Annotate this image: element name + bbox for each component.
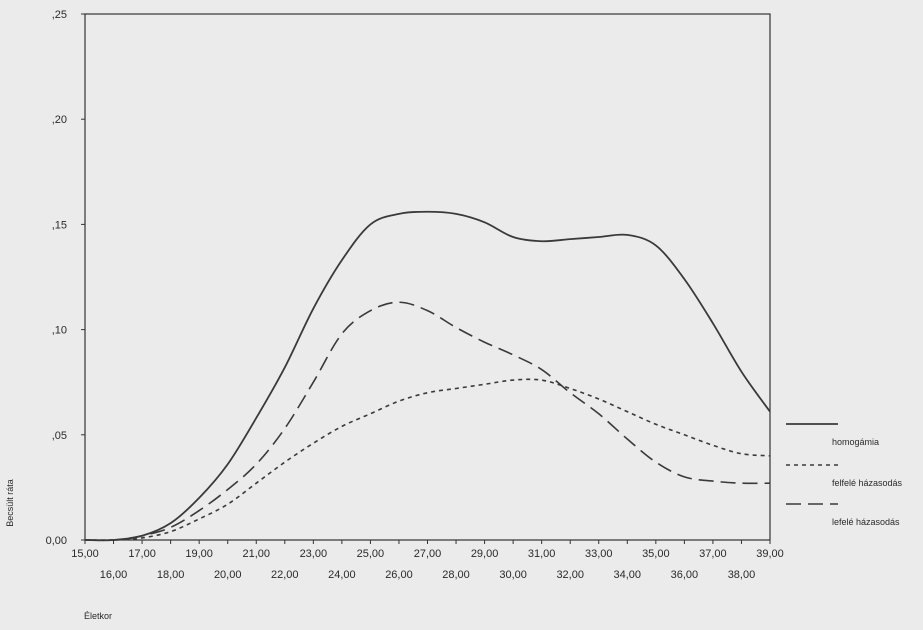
legend-label: lefelé házasodás — [832, 517, 900, 527]
x-tick-label: 35,00 — [642, 548, 670, 560]
legend-label: felfelé házasodás — [832, 478, 903, 488]
x-tick-label: 23,00 — [300, 548, 328, 560]
x-axis-label: Életkor — [84, 611, 112, 621]
x-tick-label: 22,00 — [271, 569, 299, 581]
x-tick-label: 20,00 — [214, 569, 242, 581]
x-tick-label: 18,00 — [157, 569, 185, 581]
x-tick-label: 34,00 — [614, 569, 642, 581]
x-tick-label: 15,00 — [71, 548, 99, 560]
legend: homogámia felfelé házasodás lefelé házasod… — [786, 423, 903, 527]
y-tick-label: ,20 — [52, 114, 67, 126]
x-tick-label: 21,00 — [242, 548, 270, 560]
x-tick-label: 32,00 — [556, 569, 584, 581]
y-tick-label: ,10 — [52, 325, 67, 337]
x-tick-label: 24,00 — [328, 569, 356, 581]
x-tick-label: 36,00 — [671, 569, 699, 581]
series-lefele-line — [84, 301, 771, 542]
x-tick-label: 27,00 — [414, 548, 442, 560]
x-tick-label: 33,00 — [585, 548, 613, 560]
series-layer — [84, 210, 771, 542]
x-axis: 15,0016,0017,0018,0019,0020,0021,0022,00… — [71, 540, 784, 581]
x-tick-label: 29,00 — [471, 548, 499, 560]
y-tick-label: ,15 — [52, 219, 67, 231]
y-tick-label: ,05 — [52, 430, 67, 442]
x-tick-label: 28,00 — [442, 569, 470, 581]
x-tick-label: 17,00 — [128, 548, 156, 560]
x-tick-label: 38,00 — [728, 569, 756, 581]
x-tick-label: 16,00 — [100, 569, 128, 581]
plot-frame — [84, 13, 771, 541]
x-tick-label: 39,00 — [756, 548, 784, 560]
x-tick-label: 26,00 — [385, 569, 413, 581]
x-tick-label: 19,00 — [185, 548, 213, 560]
x-tick-label: 25,00 — [357, 548, 385, 560]
legend-label: homogámia — [832, 437, 879, 447]
x-tick-label: 30,00 — [499, 569, 527, 581]
y-tick-label: ,25 — [52, 9, 67, 21]
y-axis-label: Becsült ráta — [5, 479, 15, 527]
x-tick-label: 31,00 — [528, 548, 556, 560]
y-axis: 0,00 ,05 ,10 ,15 ,20 ,25 — [46, 9, 85, 547]
x-tick-label: 37,00 — [699, 548, 727, 560]
y-tick-label: 0,00 — [46, 535, 67, 547]
series-homogamia-line — [84, 210, 771, 542]
series-felfele-line — [84, 378, 771, 541]
